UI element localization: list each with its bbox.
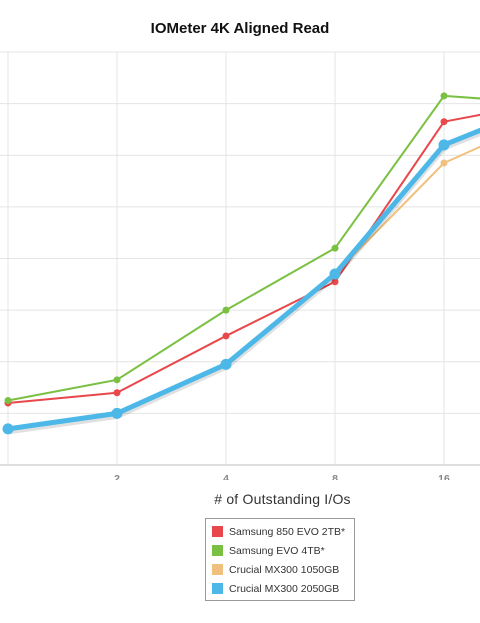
series-1-point xyxy=(440,118,448,126)
series-1-point xyxy=(113,389,121,397)
series-line-4 xyxy=(5,127,480,432)
series-1-point xyxy=(222,332,230,340)
series-4-point xyxy=(438,139,450,151)
series-4-point xyxy=(2,423,14,435)
series-line-2 xyxy=(7,94,480,402)
chart-title: IOMeter 4K Aligned Read xyxy=(150,20,330,37)
series-1-point xyxy=(331,278,339,286)
legend-item-2: Samsung EVO 4TB* xyxy=(206,541,354,560)
series-2-point xyxy=(113,376,121,384)
x-tick-label: 4 xyxy=(223,473,229,480)
series-line-shadow xyxy=(7,128,480,435)
series-2-point xyxy=(4,396,12,404)
series-4-point xyxy=(329,268,341,280)
legend-item-3: Crucial MX300 1050GB xyxy=(206,560,354,579)
series-line-3 xyxy=(7,145,480,430)
x-tick-label: 16 xyxy=(438,473,450,480)
x-axis-label: # of Outstanding I/Os xyxy=(214,491,351,507)
chart-legend: Samsung 850 EVO 2TB* Samsung EVO 4TB* Cruc… xyxy=(205,518,355,601)
series-3-point xyxy=(440,159,448,167)
series-line-1 xyxy=(7,113,480,405)
series-2-point xyxy=(331,244,339,252)
legend-item-4: Crucial MX300 2050GB xyxy=(206,579,354,598)
legend-label: Crucial MX300 1050GB xyxy=(229,563,340,576)
series-4-point xyxy=(220,358,232,370)
legend-swatch xyxy=(212,545,223,556)
series-2-point xyxy=(222,306,230,314)
series-4-point xyxy=(111,407,123,419)
legend-label: Samsung 850 EVO 2TB* xyxy=(229,525,346,538)
x-tick-label: 2 xyxy=(114,473,120,480)
legend-label: Crucial MX300 2050GB xyxy=(229,582,340,595)
chart-plot-area: 2 4 8 16 xyxy=(0,51,480,480)
x-tick-label: 8 xyxy=(332,473,338,480)
legend-swatch xyxy=(212,526,223,537)
legend-swatch xyxy=(212,564,223,575)
legend-swatch xyxy=(212,583,223,594)
legend-label: Samsung EVO 4TB* xyxy=(229,544,325,557)
legend-item-1: Samsung 850 EVO 2TB* xyxy=(206,522,354,541)
series-2-point xyxy=(440,92,448,100)
